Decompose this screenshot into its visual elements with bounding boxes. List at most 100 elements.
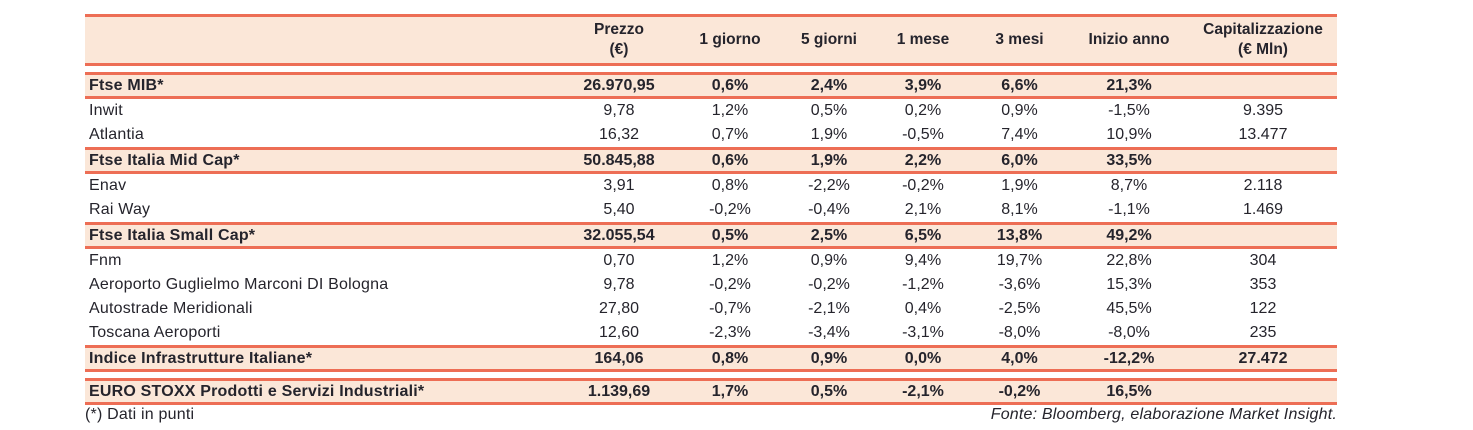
header-label: Inizio anno bbox=[1088, 30, 1170, 48]
table-row-stock: Atlantia 16,32 0,7% 1,9% -0,5% 7,4% 10,9… bbox=[85, 123, 1337, 147]
cell-1-giorno: 0,7% bbox=[711, 126, 749, 143]
cell-3-mesi: -3,6% bbox=[998, 276, 1041, 293]
table-body: Ftse MIB* 26.970,95 0,6% 2,4% 3,9% 6,6% … bbox=[85, 72, 1337, 405]
cell-name: Toscana Aeroporti bbox=[89, 324, 221, 341]
cell-5-giorni: 1,9% bbox=[810, 126, 848, 143]
cell-1-giorno: -0,7% bbox=[709, 300, 751, 317]
cell-inizio-anno: 10,9% bbox=[1106, 126, 1152, 143]
table-row-stock: Fnm 0,70 1,2% 0,9% 9,4% 19,7% 22,8% 304 bbox=[85, 249, 1337, 273]
cell-inizio-anno: -12,2% bbox=[1103, 349, 1155, 367]
cell-1-giorno: -2,3% bbox=[709, 324, 751, 341]
cell-name: Inwit bbox=[89, 102, 123, 119]
table-row-index: EURO STOXX Prodotti e Servizi Industrial… bbox=[85, 378, 1337, 405]
table-row-stock: Autostrade Meridionali 27,80 -0,7% -2,1%… bbox=[85, 297, 1337, 321]
cell-5-giorni: 2,4% bbox=[810, 76, 848, 94]
table-row-stock: Inwit 9,78 1,2% 0,5% 0,2% 0,9% -1,5% 9.3… bbox=[85, 99, 1337, 123]
cell-prezzo: 5,40 bbox=[603, 201, 635, 218]
cell-1-mese: 0,2% bbox=[904, 102, 942, 119]
cell-3-mesi: -8,0% bbox=[998, 324, 1041, 341]
header-label: Prezzo bbox=[594, 20, 644, 38]
table-row-index: Indice Infrastrutture Italiane* 164,06 0… bbox=[85, 345, 1337, 372]
cell-1-giorno: 0,6% bbox=[711, 76, 749, 94]
cell-1-giorno: 1,7% bbox=[711, 382, 749, 400]
cell-5-giorni: -2,2% bbox=[808, 177, 850, 194]
cell-3-mesi: 4,0% bbox=[1001, 349, 1038, 367]
cell-inizio-anno: 33,5% bbox=[1106, 151, 1152, 169]
table-footer: (*) Dati in punti Fonte: Bloomberg, elab… bbox=[85, 406, 1337, 424]
cell-name: Ftse MIB* bbox=[89, 76, 164, 94]
table-row-stock: Toscana Aeroporti 12,60 -2,3% -3,4% -3,1… bbox=[85, 321, 1337, 345]
market-table: Prezzo (€) 1 giorno 5 giorni 1 mese 3 mes… bbox=[85, 14, 1337, 405]
table-row-index: Ftse MIB* 26.970,95 0,6% 2,4% 3,9% 6,6% … bbox=[85, 72, 1337, 99]
cell-capitalizzazione: 353 bbox=[1249, 276, 1277, 293]
cell-inizio-anno: 8,7% bbox=[1110, 177, 1148, 194]
cell-3-mesi: 8,1% bbox=[1001, 201, 1038, 218]
cell-5-giorni: 0,9% bbox=[810, 252, 848, 269]
cell-3-mesi: -2,5% bbox=[998, 300, 1041, 317]
cell-name: Autostrade Meridionali bbox=[89, 300, 253, 317]
cell-capitalizzazione: 2.118 bbox=[1243, 177, 1283, 194]
cell-name: Enav bbox=[89, 177, 127, 194]
cell-inizio-anno: -8,0% bbox=[1108, 324, 1150, 341]
cell-1-giorno: -0,2% bbox=[709, 201, 751, 218]
cell-name: Fnm bbox=[89, 252, 122, 269]
cell-capitalizzazione: 9.395 bbox=[1242, 102, 1284, 119]
table-row-stock: Rai Way 5,40 -0,2% -0,4% 2,1% 8,1% -1,1%… bbox=[85, 198, 1337, 222]
cell-prezzo: 9,78 bbox=[603, 276, 635, 293]
cell-1-mese: -2,1% bbox=[902, 382, 944, 400]
table-row-index: Ftse Italia Mid Cap* 50.845,88 0,6% 1,9%… bbox=[85, 147, 1337, 174]
cell-inizio-anno: 49,2% bbox=[1106, 226, 1152, 244]
table-row-stock: Aeroporto Guglielmo Marconi DI Bologna 9… bbox=[85, 273, 1337, 297]
cell-capitalizzazione: 27.472 bbox=[1238, 349, 1288, 367]
cell-prezzo: 12,60 bbox=[598, 324, 640, 341]
cell-capitalizzazione: 235 bbox=[1249, 324, 1277, 341]
header-label: 5 giorni bbox=[801, 30, 857, 48]
cell-name: EURO STOXX Prodotti e Servizi Industrial… bbox=[89, 382, 425, 400]
cell-1-mese: -0,2% bbox=[902, 177, 944, 194]
cell-prezzo: 164,06 bbox=[594, 349, 644, 367]
cell-3-mesi: -0,2% bbox=[998, 382, 1041, 400]
cell-prezzo: 1.139,69 bbox=[587, 382, 651, 400]
header-label: 1 giorno bbox=[699, 30, 761, 48]
table-row-stock: Enav 3,91 0,8% -2,2% -0,2% 1,9% 8,7% 2.1… bbox=[85, 174, 1337, 198]
cell-5-giorni: -3,4% bbox=[808, 324, 850, 341]
cell-inizio-anno: 45,5% bbox=[1106, 300, 1152, 317]
cell-5-giorni: 2,5% bbox=[810, 226, 848, 244]
table-header-row: Prezzo (€) 1 giorno 5 giorni 1 mese 3 mes… bbox=[85, 14, 1337, 66]
cell-1-giorno: 1,2% bbox=[711, 102, 749, 119]
cell-prezzo: 26.970,95 bbox=[583, 76, 655, 94]
cell-inizio-anno: -1,5% bbox=[1108, 102, 1150, 119]
cell-prezzo: 0,70 bbox=[603, 252, 635, 269]
cell-3-mesi: 0,9% bbox=[1001, 102, 1038, 119]
cell-1-mese: -3,1% bbox=[902, 324, 944, 341]
cell-name: Indice Infrastrutture Italiane* bbox=[89, 349, 313, 367]
cell-prezzo: 50.845,88 bbox=[583, 151, 655, 169]
cell-name: Atlantia bbox=[89, 126, 144, 143]
header-cell-1-mese: 1 mese bbox=[876, 30, 970, 50]
table-row-index: Ftse Italia Small Cap* 32.055,54 0,5% 2,… bbox=[85, 222, 1337, 249]
cell-3-mesi: 19,7% bbox=[996, 252, 1043, 269]
cell-1-mese: 0,4% bbox=[904, 300, 942, 317]
cell-name: Ftse Italia Small Cap* bbox=[89, 226, 256, 244]
cell-capitalizzazione: 1.469 bbox=[1242, 201, 1284, 218]
cell-capitalizzazione: 13.477 bbox=[1238, 126, 1288, 143]
cell-5-giorni: 1,9% bbox=[810, 151, 848, 169]
cell-1-mese: 6,5% bbox=[904, 226, 942, 244]
cell-3-mesi: 7,4% bbox=[1001, 126, 1038, 143]
header-cell-inizio-anno: Inizio anno bbox=[1069, 30, 1189, 50]
header-label: Capitalizzazione bbox=[1203, 20, 1323, 38]
cell-prezzo: 16,32 bbox=[598, 126, 640, 143]
cell-prezzo: 27,80 bbox=[598, 300, 640, 317]
cell-capitalizzazione: 304 bbox=[1249, 252, 1277, 269]
cell-capitalizzazione: 122 bbox=[1249, 300, 1277, 317]
cell-5-giorni: -0,4% bbox=[808, 201, 850, 218]
cell-3-mesi: 1,9% bbox=[1001, 177, 1038, 194]
header-cell-5-giorni: 5 giorni bbox=[782, 30, 876, 50]
cell-prezzo: 9,78 bbox=[603, 102, 635, 119]
cell-3-mesi: 6,6% bbox=[1001, 76, 1038, 94]
cell-1-mese: 2,2% bbox=[904, 151, 942, 169]
cell-inizio-anno: 16,5% bbox=[1106, 382, 1152, 400]
cell-5-giorni: -2,1% bbox=[808, 300, 850, 317]
cell-inizio-anno: 21,3% bbox=[1106, 76, 1152, 94]
